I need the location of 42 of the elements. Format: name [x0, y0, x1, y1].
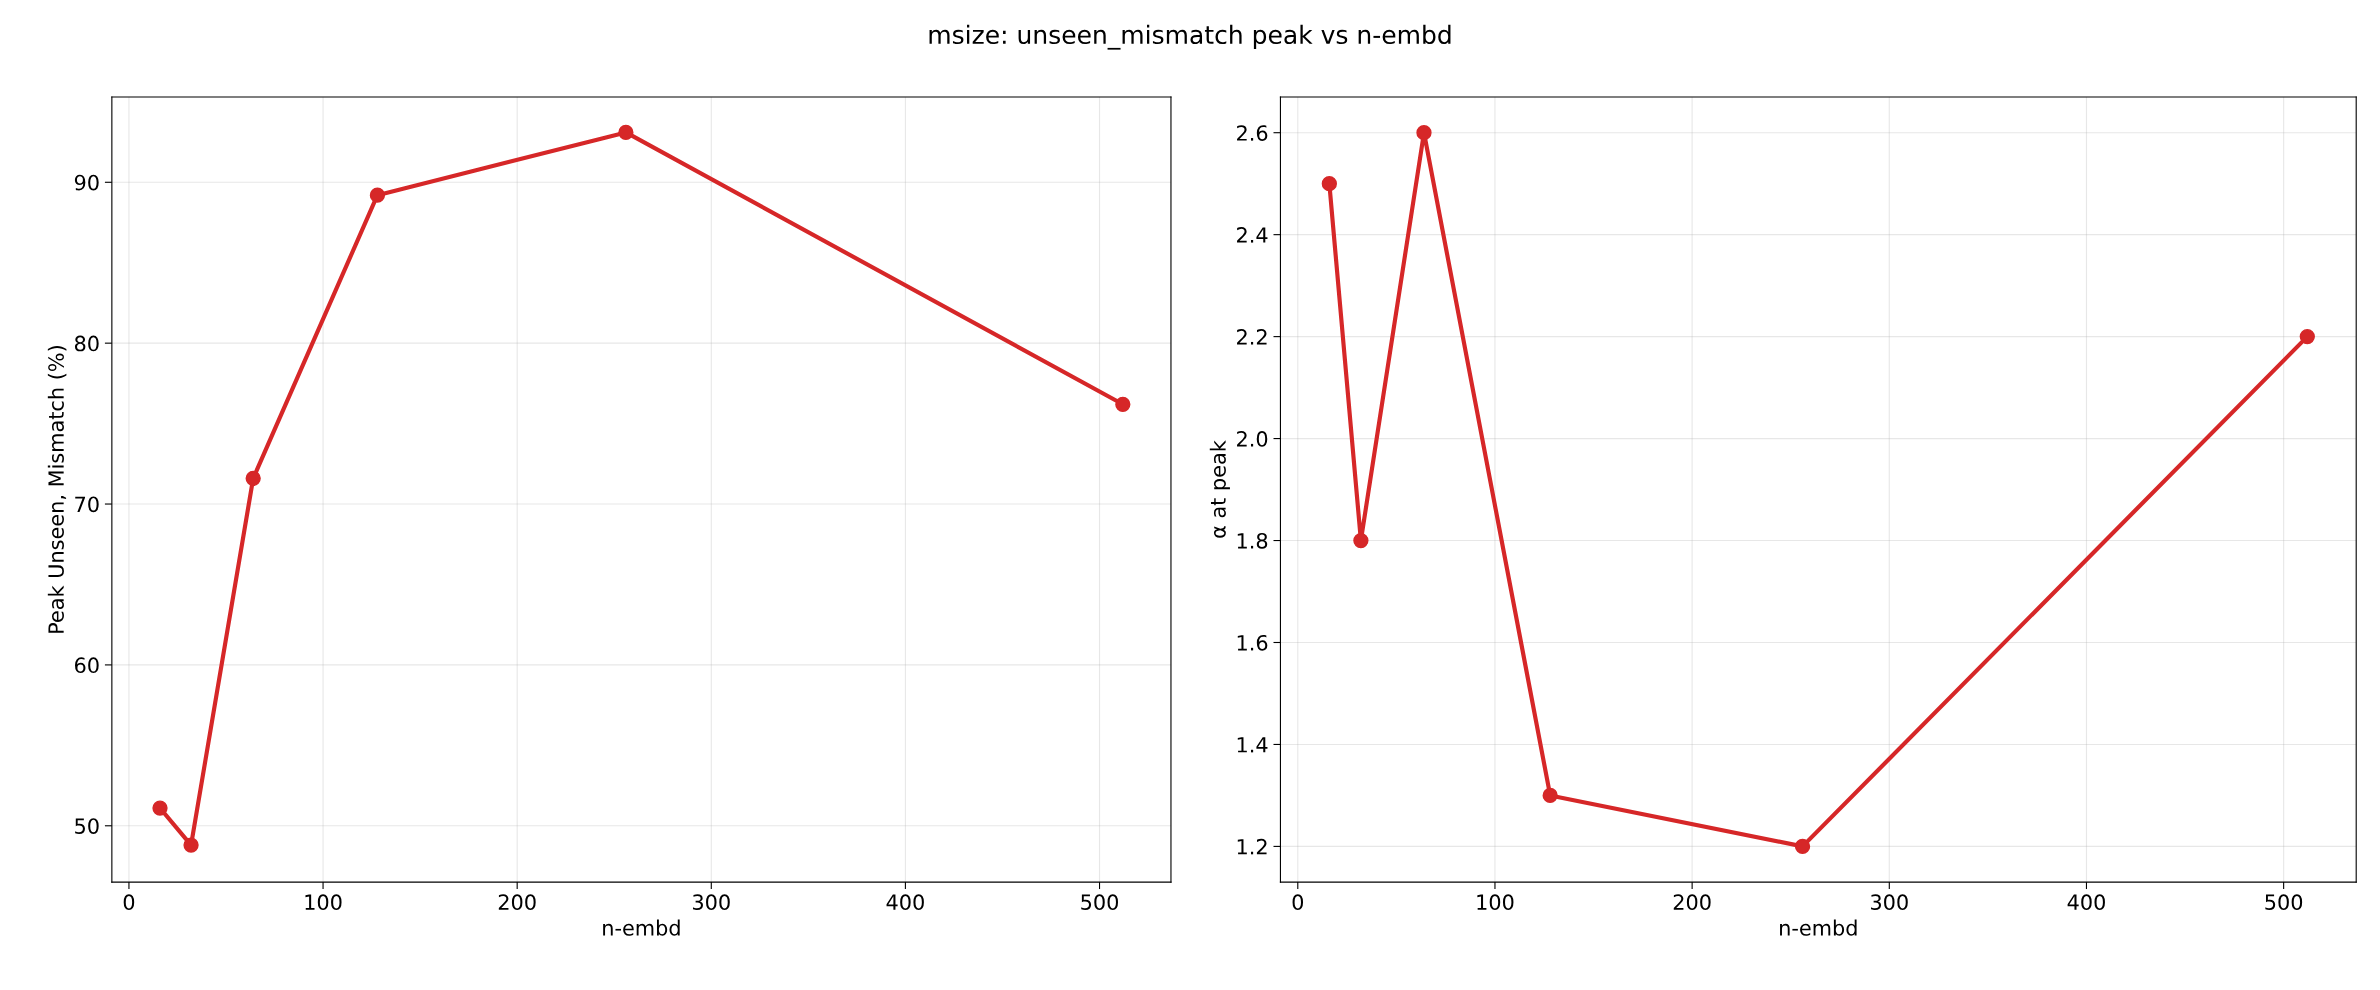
y-tick-label: 2.6: [1237, 125, 1268, 141]
x-tick-label: 200: [1673, 894, 1711, 911]
y-axis-title: α at peak: [1209, 440, 1230, 538]
y-tick-label: 2.4: [1237, 227, 1268, 243]
y-tick-label: 1.8: [1237, 532, 1268, 549]
point: [2299, 328, 2315, 345]
x-tick-label: 400: [2067, 894, 2105, 911]
x-tick-label: 0: [123, 894, 135, 911]
y-tick-label: 1.6: [1237, 634, 1268, 651]
x-tick-label: 300: [693, 894, 730, 911]
x-tick-label: 500: [2265, 894, 2303, 911]
point: [152, 800, 168, 816]
y-tick-label: 2.0: [1237, 431, 1268, 447]
chart-title: msize: unseen_mismatch peak vs n-embd: [929, 24, 1451, 50]
x-tick-label: 100: [1477, 894, 1514, 911]
y-tick-label: 60: [75, 657, 99, 674]
y-tick-label: 1.2: [1237, 838, 1267, 855]
point: [183, 837, 199, 853]
y-tick-label: 2.2: [1237, 329, 1267, 345]
y-tick-label: 1.4: [1237, 737, 1268, 753]
y-tick-label: 70: [75, 496, 99, 513]
point: [245, 470, 261, 486]
x-tick-label: 300: [1871, 894, 1908, 911]
x-axis-title: n-embd: [1780, 919, 1857, 936]
point: [369, 187, 386, 203]
y-axis-title: Peak Unseen, Mismatch (%): [47, 346, 67, 633]
point: [1542, 787, 1558, 804]
point: [1353, 532, 1369, 549]
y-tick-label: 90: [74, 174, 99, 191]
point: [618, 124, 634, 141]
x-axis-title: n-embd: [603, 919, 680, 936]
x-tick-label: 100: [305, 894, 342, 911]
point: [1321, 176, 1337, 192]
point: [1416, 125, 1432, 141]
y-tick-label: 50: [75, 818, 99, 834]
point: [1115, 396, 1131, 412]
x-tick-label: 400: [886, 894, 924, 911]
x-tick-label: 500: [1081, 894, 1119, 911]
point: [1794, 838, 1811, 855]
x-tick-label: 0: [1292, 894, 1304, 911]
y-tick-label: 80: [74, 335, 99, 352]
x-tick-label: 200: [498, 894, 536, 911]
